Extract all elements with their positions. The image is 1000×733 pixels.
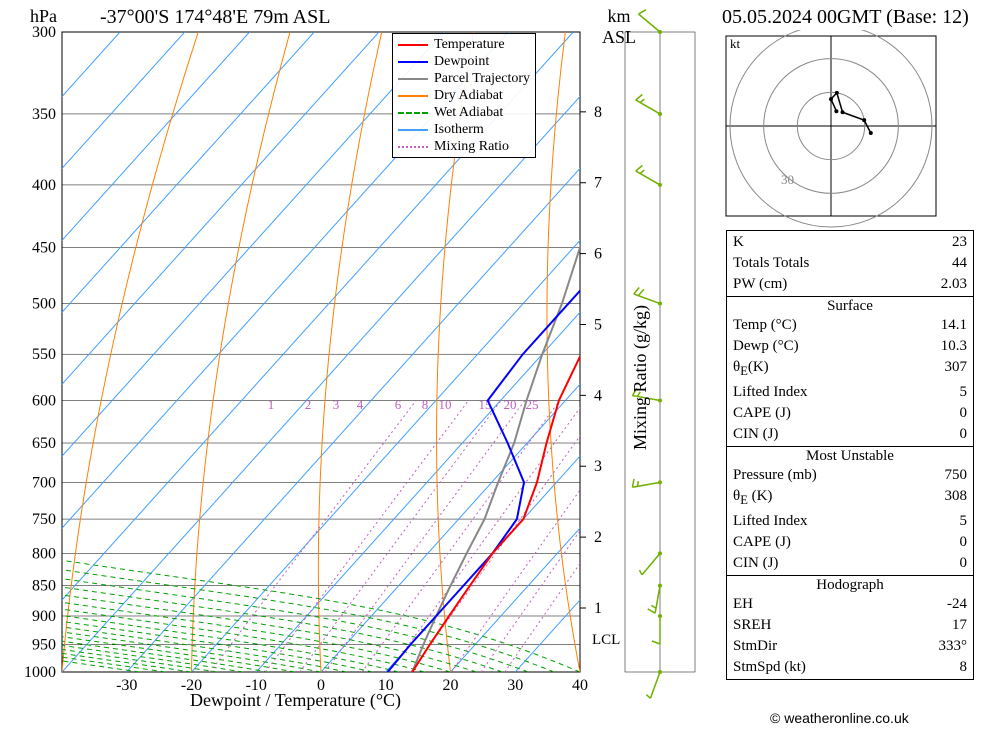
indices-row: CAPE (J)0: [733, 403, 967, 424]
svg-text:350: 350: [32, 106, 56, 123]
indices-row: θE (K)308: [733, 486, 967, 511]
indices-section: HodographEH-24SREH17StmDir333°StmSpd (kt…: [727, 575, 973, 679]
svg-text:450: 450: [32, 240, 56, 257]
indices-row: CAPE (J)0: [733, 532, 967, 553]
svg-text:800: 800: [32, 545, 56, 562]
svg-text:4: 4: [594, 387, 602, 404]
x-axis-label: Dewpoint / Temperature (°C): [190, 690, 401, 711]
indices-row: StmSpd (kt)8: [733, 657, 967, 678]
indices-row: Pressure (mb)750: [733, 465, 967, 486]
svg-text:3: 3: [594, 458, 602, 475]
svg-text:20: 20: [504, 397, 517, 412]
svg-text:10: 10: [439, 397, 452, 412]
indices-row: Dewp (°C)10.3: [733, 336, 967, 357]
legend-item: Temperature: [398, 36, 530, 53]
indices-row: Totals Totals44: [733, 253, 967, 274]
svg-text:4: 4: [357, 397, 364, 412]
svg-text:-30: -30: [116, 677, 137, 694]
svg-text:3: 3: [333, 397, 340, 412]
indices-section: SurfaceTemp (°C)14.1Dewp (°C)10.3θE(K)30…: [727, 296, 973, 446]
svg-text:40: 40: [572, 677, 588, 694]
legend-item: Mixing Ratio: [398, 138, 530, 155]
chart-legend: TemperatureDewpointParcel TrajectoryDry …: [392, 33, 536, 158]
svg-text:1: 1: [268, 397, 275, 412]
indices-row: SREH17: [733, 615, 967, 636]
svg-text:20: 20: [443, 677, 459, 694]
svg-text:LCL: LCL: [592, 632, 620, 648]
legend-item: Parcel Trajectory: [398, 70, 530, 87]
svg-text:5: 5: [594, 316, 602, 333]
svg-text:2: 2: [305, 397, 312, 412]
indices-section: Most UnstablePressure (mb)750θE (K)308Li…: [727, 446, 973, 575]
indices-row: EH-24: [733, 594, 967, 615]
svg-text:6: 6: [395, 397, 402, 412]
svg-text:300: 300: [32, 24, 56, 41]
legend-item: Dry Adiabat: [398, 87, 530, 104]
indices-section: K23Totals Totals44PW (cm)2.03: [727, 231, 973, 296]
legend-item: Dewpoint: [398, 53, 530, 70]
indices-row: θE(K)307: [733, 357, 967, 382]
indices-row: Lifted Index5: [733, 382, 967, 403]
svg-text:950: 950: [32, 637, 56, 654]
svg-text:2: 2: [594, 529, 602, 546]
indices-row: PW (cm)2.03: [733, 274, 967, 295]
legend-item: Wet Adiabat: [398, 104, 530, 121]
sounding-indices-table: K23Totals Totals44PW (cm)2.03SurfaceTemp…: [726, 230, 974, 680]
indices-row: CIN (J)0: [733, 424, 967, 445]
indices-row: Temp (°C)14.1: [733, 315, 967, 336]
svg-text:8: 8: [594, 104, 602, 121]
svg-text:400: 400: [32, 177, 56, 194]
copyright-text: © weatheronline.co.uk: [770, 710, 909, 726]
indices-row: K23: [733, 232, 967, 253]
svg-text:900: 900: [32, 608, 56, 625]
svg-text:750: 750: [32, 511, 56, 528]
hodograph: kt 30: [710, 30, 970, 230]
svg-text:650: 650: [32, 435, 56, 452]
svg-text:8: 8: [422, 397, 429, 412]
svg-text:30: 30: [507, 677, 523, 694]
indices-row: StmDir333°: [733, 636, 967, 657]
svg-text:1000: 1000: [24, 664, 56, 681]
indices-row: Lifted Index5: [733, 511, 967, 532]
svg-text:700: 700: [32, 474, 56, 491]
svg-text:550: 550: [32, 346, 56, 363]
svg-text:500: 500: [32, 296, 56, 313]
svg-text:7: 7: [594, 175, 602, 192]
svg-text:6: 6: [594, 246, 602, 263]
svg-text:850: 850: [32, 578, 56, 595]
svg-text:1: 1: [594, 600, 602, 617]
legend-item: Isotherm: [398, 121, 530, 138]
svg-text:kt: kt: [730, 36, 741, 51]
svg-text:30: 30: [781, 172, 794, 187]
mixing-ratio-axis-label: Mixing Ratio (g/kg): [630, 305, 651, 450]
svg-text:600: 600: [32, 392, 56, 409]
indices-row: CIN (J)0: [733, 553, 967, 574]
